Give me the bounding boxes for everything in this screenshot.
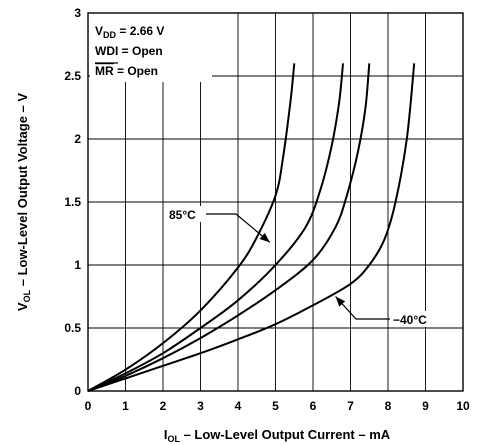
condition-mr-main: MR bbox=[95, 64, 114, 78]
condition-vdd-rest: = 2.66 V bbox=[116, 24, 164, 38]
annotation-m40c-label: −40°C bbox=[393, 313, 427, 327]
annotation-m40c-arrowhead bbox=[335, 296, 346, 307]
y-tick-label: 2 bbox=[74, 132, 81, 146]
annotation-85c-label: 85°C bbox=[169, 208, 196, 222]
annotation-m40c-background bbox=[390, 311, 438, 327]
x-axis-label-sub: OL bbox=[167, 434, 180, 444]
annotation-85c-arrowhead bbox=[259, 232, 270, 243]
series-line-2 bbox=[87, 63, 344, 392]
y-tick-label: 2.5 bbox=[64, 69, 81, 83]
series-line-1 bbox=[87, 63, 296, 392]
condition-wdi-rest: = Open bbox=[118, 44, 162, 58]
y-tick-label: 0.5 bbox=[64, 321, 81, 335]
y-axis-label-main: V bbox=[15, 302, 30, 311]
x-tick-label: 3 bbox=[197, 399, 204, 413]
annotation-m40c-arrow bbox=[335, 296, 390, 320]
series-line-4 bbox=[87, 63, 416, 392]
condition-wdi-main: WDI bbox=[95, 44, 118, 58]
annotations: 85°C −40°C bbox=[166, 206, 438, 327]
condition-vdd: VDD = 2.66 V bbox=[95, 24, 164, 40]
y-tick-label: 0 bbox=[74, 384, 81, 398]
y-tick-labels: 0 0.5 1 1.5 2 2.5 3 bbox=[64, 6, 81, 398]
y-axis-label: VOL – Low-Level Output Voltage – V bbox=[15, 93, 32, 311]
condition-mr: MR = Open bbox=[95, 64, 158, 78]
annotation-85c-background bbox=[166, 206, 206, 222]
annotation-85c-arrow bbox=[206, 213, 271, 243]
x-tick-labels: 0 1 2 3 4 5 6 7 8 9 10 bbox=[85, 399, 470, 413]
x-tick-label: 7 bbox=[347, 399, 354, 413]
x-tick-label: 6 bbox=[310, 399, 317, 413]
y-tick-label: 1 bbox=[74, 258, 81, 272]
x-tick-label: 5 bbox=[272, 399, 279, 413]
conditions-background bbox=[90, 12, 212, 82]
y-axis-label-rest: – Low-Level Output Voltage – V bbox=[15, 93, 30, 290]
y-tick-label: 1.5 bbox=[64, 195, 81, 209]
x-axis-label-rest: – Low-Level Output Current – mA bbox=[180, 427, 391, 442]
y-tick-label: 3 bbox=[74, 6, 81, 20]
condition-vdd-sub: DD bbox=[103, 30, 116, 40]
condition-mr-rest: = Open bbox=[114, 64, 158, 78]
x-tick-label: 2 bbox=[160, 399, 167, 413]
x-tick-label: 9 bbox=[422, 399, 429, 413]
series-group bbox=[87, 63, 416, 392]
series-line-3 bbox=[87, 63, 371, 392]
x-axis-label: IOL – Low-Level Output Current – mA bbox=[164, 427, 391, 444]
x-tick-label: 1 bbox=[122, 399, 129, 413]
conditions-box: VDD = 2.66 V WDI = Open MR = Open bbox=[90, 12, 212, 82]
condition-vdd-main: V bbox=[95, 24, 103, 38]
y-axis-label-sub: OL bbox=[22, 289, 32, 302]
x-tick-label: 0 bbox=[85, 399, 92, 413]
x-tick-label: 4 bbox=[235, 399, 242, 413]
x-axis-label-main: I bbox=[164, 427, 168, 442]
condition-wdi: WDI = Open bbox=[95, 44, 163, 58]
x-tick-label: 8 bbox=[385, 399, 392, 413]
x-tick-label: 10 bbox=[456, 399, 470, 413]
plot-frame bbox=[87, 12, 464, 392]
